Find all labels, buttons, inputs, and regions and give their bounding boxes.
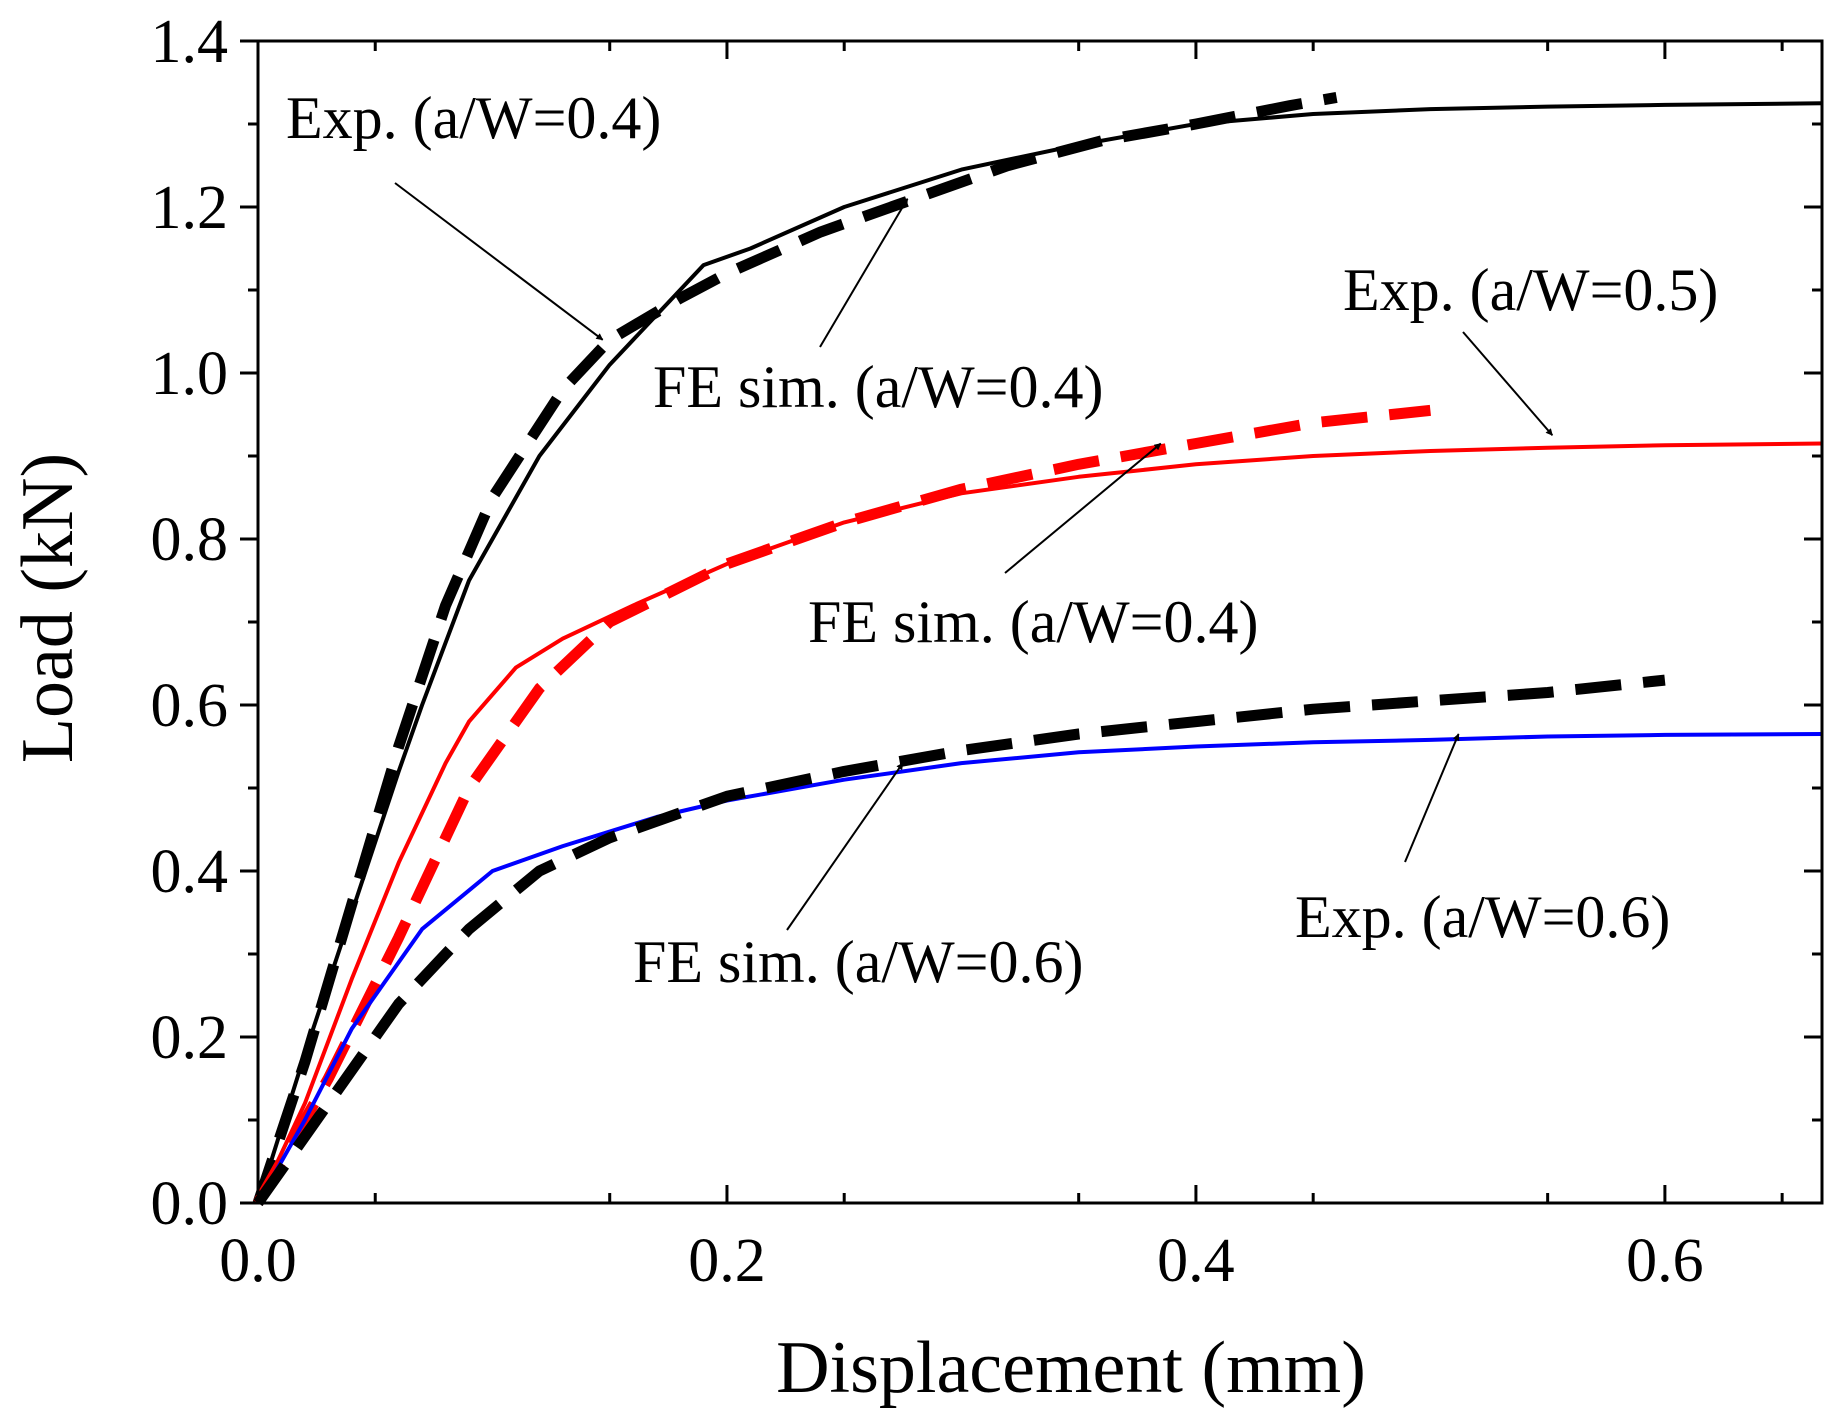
annotation-arrow-2 bbox=[1462, 331, 1554, 436]
series-line-2 bbox=[256, 441, 1823, 1204]
series-line-0 bbox=[256, 101, 1823, 1204]
y-tick-label: 0.4 bbox=[151, 838, 229, 906]
series-line-5 bbox=[253, 674, 1666, 1207]
y-tick-label: 0.0 bbox=[151, 1170, 229, 1238]
x-tick-label: 0.0 bbox=[219, 1227, 297, 1295]
y-tick-label: 1.4 bbox=[151, 8, 229, 76]
series-line-3 bbox=[253, 404, 1431, 1206]
annotation-arrow-0 bbox=[394, 182, 604, 341]
y-tick-label: 0.2 bbox=[151, 1004, 229, 1072]
annotation-layer: Exp. (a/W=0.4) FE sim. (a/W=0.4) Exp. (a… bbox=[286, 85, 1718, 995]
x-tick-label: 0.2 bbox=[688, 1227, 766, 1295]
series-line-4 bbox=[256, 732, 1823, 1204]
x-axis-title: Displacement (mm) bbox=[776, 1327, 1366, 1409]
x-tick-label: 0.6 bbox=[1626, 1227, 1704, 1295]
y-tick-label: 0.8 bbox=[151, 506, 229, 574]
y-tick-label: 0.6 bbox=[151, 672, 229, 740]
annotation-label: FE sim. (a/W=0.4) bbox=[653, 354, 1103, 420]
annotation-label: FE sim. (a/W=0.4) bbox=[808, 589, 1258, 655]
y-tick-label: 1.0 bbox=[151, 340, 229, 408]
annotation-arrow-1 bbox=[819, 198, 909, 348]
y-tick-label: 1.2 bbox=[151, 174, 229, 242]
annotation-arrow-4 bbox=[786, 762, 904, 931]
series-line-1 bbox=[252, 91, 1338, 1205]
annotation-arrow-3 bbox=[1004, 442, 1162, 574]
annotation-label: Exp. (a/W=0.5) bbox=[1343, 257, 1718, 323]
x-tick-label: 0.4 bbox=[1157, 1227, 1235, 1295]
annotation-arrow-5 bbox=[1404, 733, 1460, 863]
annotation-label: Exp. (a/W=0.6) bbox=[1295, 884, 1670, 950]
series-layer bbox=[252, 91, 1823, 1207]
annotation-label: Exp. (a/W=0.4) bbox=[286, 85, 661, 151]
annotation-label: FE sim. (a/W=0.6) bbox=[633, 929, 1083, 995]
y-axis-title: Load (kN) bbox=[7, 453, 89, 763]
axis-layer: 0.0 0.2 0.4 0.6 0.0 0.2 0.4 0.6 0.8 1.0 1.2 1.4 bbox=[151, 8, 1822, 1295]
